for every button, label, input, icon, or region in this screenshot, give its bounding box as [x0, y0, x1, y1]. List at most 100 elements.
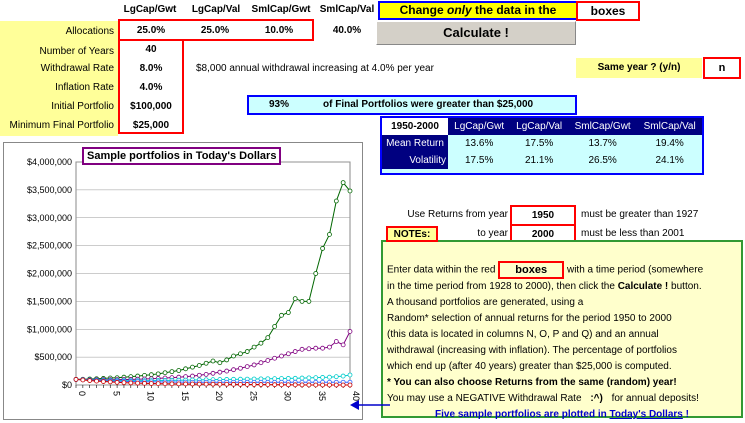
stats-period: 1950-2000	[382, 118, 448, 135]
data-point	[313, 345, 319, 351]
banner-emph: only	[447, 3, 472, 17]
data-point	[251, 382, 257, 387]
banner-text-after: the data in the	[475, 3, 557, 17]
data-point	[203, 372, 209, 377]
result-text: of Final Portfolios were greater than $2…	[323, 99, 534, 110]
data-point	[237, 381, 243, 387]
withdrawal-note: $8,000 annual withdrawal increasing at 4…	[196, 63, 434, 74]
notes-line2-bold: Calculate !	[617, 281, 669, 292]
notes-line9-after: for annual deposits!	[611, 393, 699, 404]
data-point	[306, 346, 312, 352]
data-point	[142, 380, 147, 386]
notes-panel: Enter data within the red boxes with a t…	[381, 240, 743, 420]
data-point	[292, 349, 298, 354]
result-pct: 93%	[269, 99, 290, 110]
initial-label: Initial Portfolio	[0, 96, 118, 117]
notes-line1-before: Enter data within the red	[387, 264, 496, 276]
notes-line6: withdrawal (increasing with inflation). …	[387, 345, 677, 356]
data-point	[80, 377, 86, 383]
data-point	[251, 362, 257, 368]
chart-title: Sample portfolios in Today's Dollars	[82, 147, 282, 165]
data-point	[128, 380, 134, 386]
returns-from-input[interactable]: 1950	[510, 205, 576, 226]
data-point	[320, 375, 326, 380]
notes-line10-after: !	[685, 409, 689, 420]
x-tick-label: 20	[214, 391, 224, 401]
data-point	[327, 232, 332, 237]
minimum-value[interactable]: $25,000	[132, 120, 170, 131]
years-value[interactable]: 40	[145, 44, 157, 55]
data-point	[258, 382, 264, 387]
data-point	[224, 357, 230, 363]
data-point	[190, 373, 195, 379]
notes-line10-before: Five sample portfolios are plotted in	[435, 409, 607, 420]
data-point	[299, 375, 305, 381]
todays-dollars-link[interactable]: Today's Dollars	[609, 409, 683, 420]
withdrawal-value[interactable]: 8.0%	[139, 63, 163, 74]
data-point	[306, 382, 312, 388]
y-tick-label: $1,000,000	[27, 324, 72, 334]
notes-title: NOTEs:	[386, 226, 438, 242]
y-tick-label: $1,500,000	[27, 296, 72, 306]
allocation-lgcap-gwt[interactable]: 25.0%	[136, 25, 166, 36]
data-point	[258, 340, 264, 346]
x-tick-label: 30	[283, 391, 293, 401]
returns-from-note: must be greater than 1927	[581, 209, 699, 220]
result-bar: 93% of Final Portfolios were greater tha…	[247, 95, 577, 115]
same-year-label: Same year ? (y/n)	[576, 58, 702, 78]
notes-line3: A thousand portfolios are generated, usi…	[387, 297, 584, 308]
data-point	[121, 380, 127, 386]
notes-line1-after: with a time period (somewhere	[566, 264, 704, 276]
data-point	[244, 382, 250, 387]
data-point	[272, 382, 278, 388]
x-tick-label: 40	[351, 391, 361, 401]
data-point	[251, 344, 257, 350]
allocation-smlcap-gwt[interactable]: 10.0%	[264, 25, 294, 36]
data-point	[176, 368, 182, 373]
data-point	[340, 180, 346, 186]
allocation-lgcap-val[interactable]: 25.0%	[200, 25, 230, 36]
x-tick-label: 25	[248, 391, 258, 401]
data-point	[155, 381, 161, 387]
data-point	[169, 381, 175, 387]
data-point	[299, 298, 305, 304]
inflation-value[interactable]: 4.0%	[139, 82, 163, 93]
data-point	[327, 344, 332, 350]
stats-col-header: LgCap/Val	[510, 118, 568, 135]
data-point	[279, 353, 284, 359]
data-point	[155, 371, 161, 377]
data-point	[224, 381, 230, 387]
data-point	[320, 345, 326, 351]
x-tick-label: 10	[146, 391, 156, 401]
data-point	[190, 381, 195, 387]
col-header-lgcap-val: LgCap/Val	[191, 4, 241, 15]
parameters-box	[118, 39, 184, 134]
stats-row-label: Volatility	[382, 152, 448, 169]
data-point	[299, 346, 305, 352]
initial-value[interactable]: $100,000	[130, 101, 172, 112]
same-year-input[interactable]: n	[703, 57, 741, 79]
y-tick-label: $2,500,000	[27, 241, 72, 251]
data-point	[279, 312, 284, 318]
data-point	[347, 329, 353, 334]
data-point	[107, 379, 113, 385]
data-point	[224, 368, 230, 374]
stats-cell: 13.7%	[588, 138, 617, 149]
data-point	[210, 358, 216, 364]
allocations-label: Allocations	[0, 21, 118, 42]
stats-cell: 21.1%	[524, 155, 554, 166]
data-point	[272, 355, 278, 361]
stats-cell: 17.5%	[464, 155, 494, 166]
data-point	[347, 188, 353, 194]
data-point	[217, 369, 223, 375]
data-point	[135, 380, 141, 386]
y-tick-label: $4,000,000	[27, 157, 72, 167]
col-header-smlcap-gwt: SmlCap/Gwt	[251, 4, 311, 15]
data-point	[340, 342, 346, 348]
allocation-smlcap-val: 40.0%	[332, 25, 362, 36]
allocations-box	[118, 19, 314, 41]
data-point	[196, 363, 202, 368]
data-point	[231, 367, 236, 373]
data-point	[148, 381, 154, 386]
calculate-button[interactable]: Calculate !	[376, 21, 576, 45]
